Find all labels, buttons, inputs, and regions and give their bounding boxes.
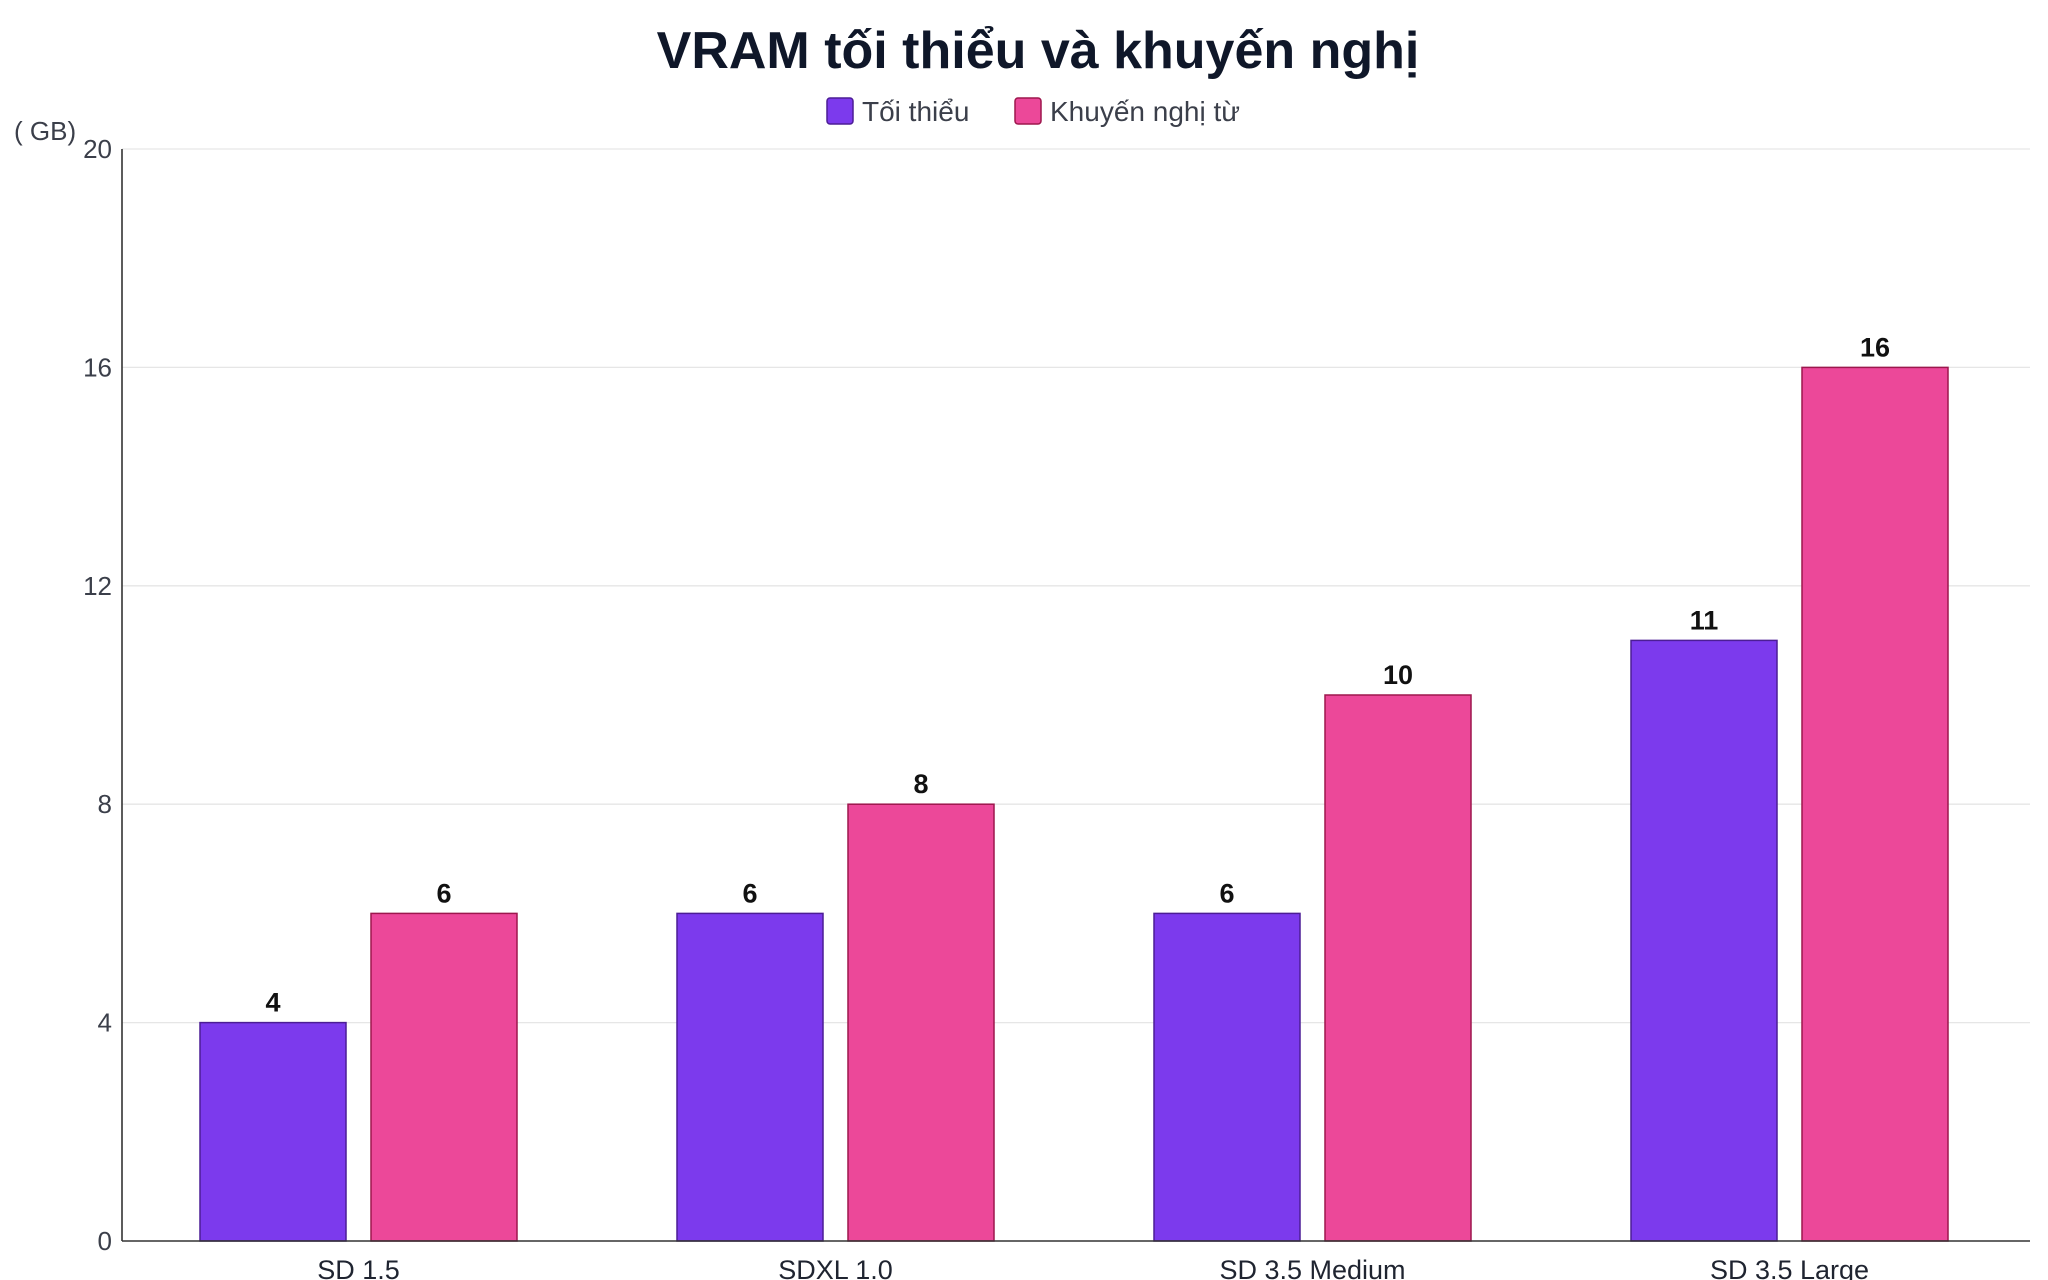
- bar-minimum-1: [676, 912, 824, 1242]
- x-tick-label: SD 1.5: [317, 1255, 400, 1280]
- data-labels: 4 6 6 8 6 10 11 16: [265, 332, 1890, 1017]
- bar-recommended-0: [370, 912, 518, 1242]
- bar-value-label: 6: [742, 878, 757, 908]
- y-tick-label: 4: [98, 1008, 112, 1038]
- y-tick-label: 20: [83, 134, 112, 164]
- x-axis-ticks: SD 1.5 SDXL 1.0 SD 3.5 Medium SD 3.5 Large: [317, 1255, 1869, 1280]
- bar-minimum-2: [1153, 912, 1301, 1242]
- legend-swatch: [1014, 97, 1042, 125]
- legend-item: Khuyến nghị từ: [1014, 96, 1240, 127]
- bar-recommended-3: [1801, 366, 1949, 1242]
- legend-swatch: [826, 97, 854, 125]
- legend-label: Khuyến nghị từ: [1050, 96, 1240, 127]
- legend: Tối thiểu Khuyến nghị từ: [826, 96, 1240, 127]
- x-tick-label: SD 3.5 Medium: [1219, 1255, 1405, 1280]
- bar-recommended-1: [847, 803, 995, 1242]
- bar-value-label: 4: [265, 988, 280, 1018]
- bar-value-label: 11: [1690, 605, 1719, 635]
- bar-minimum-0: [199, 1021, 347, 1242]
- y-tick-label: 16: [83, 352, 112, 382]
- bar-value-label: 10: [1383, 660, 1413, 690]
- legend-label: Tối thiểu: [862, 96, 969, 127]
- y-tick-label: 12: [83, 571, 112, 601]
- y-tick-label: 8: [98, 789, 112, 819]
- bar-minimum-3: [1630, 639, 1778, 1242]
- y-axis-ticks: 0 4 8 12 16 20: [83, 134, 112, 1256]
- legend-item: Tối thiểu: [826, 96, 969, 127]
- y-tick-label: 0: [98, 1226, 112, 1256]
- bar-value-label: 16: [1860, 332, 1890, 362]
- chart-title: VRAM tối thiểu và khuyến nghị: [657, 22, 1420, 80]
- bar-value-label: 8: [913, 769, 928, 799]
- bar-recommended-2: [1324, 694, 1472, 1242]
- x-tick-label: SDXL 1.0: [778, 1255, 893, 1280]
- y-axis-unit-label: ( GB): [14, 116, 76, 146]
- x-tick-label: SD 3.5 Large: [1710, 1255, 1869, 1280]
- bar-value-label: 6: [1219, 878, 1234, 908]
- bars: [199, 366, 1949, 1242]
- bar-value-label: 6: [436, 878, 451, 908]
